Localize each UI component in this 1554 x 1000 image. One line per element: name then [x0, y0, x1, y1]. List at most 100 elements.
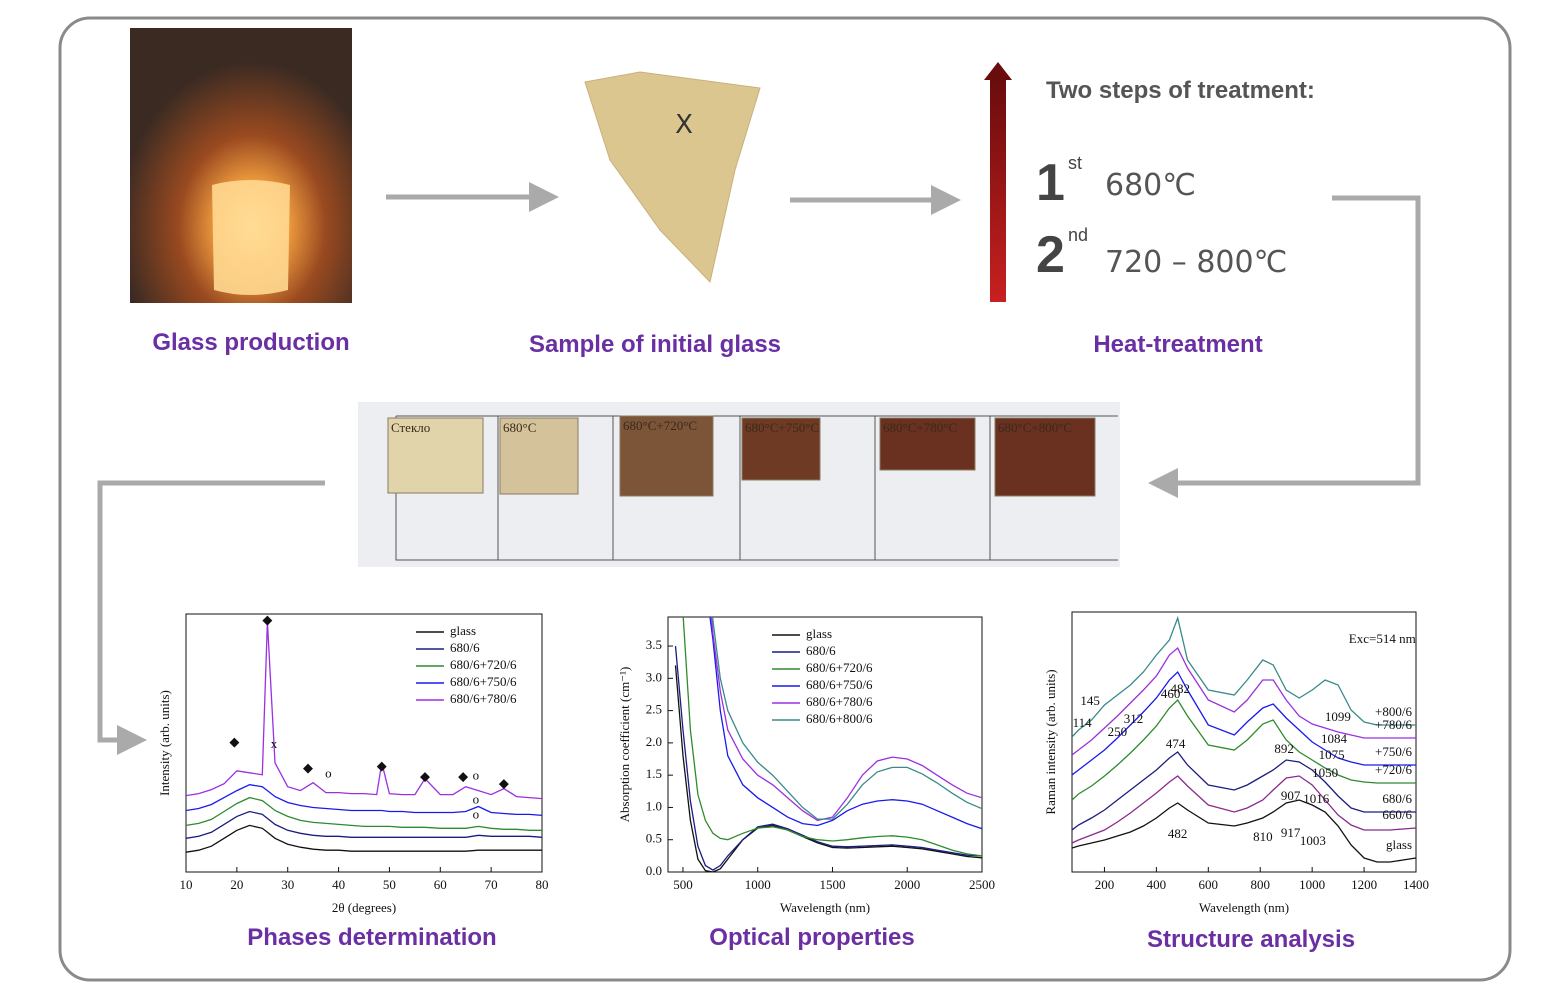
series-label: +720/6 [1375, 762, 1412, 777]
legend-label: 680/6+780/6 [806, 694, 873, 709]
series-label: 660/6 [1382, 807, 1412, 822]
x-tick-label: 200 [1095, 877, 1115, 892]
y-axis-label: Intensity (arb. units) [157, 690, 172, 796]
x-tick-label: 800 [1250, 877, 1270, 892]
legend-label: 680/6+800/6 [806, 711, 873, 726]
glass-square [879, 417, 976, 471]
y-axis-label: Absorption coefficient (cm⁻¹) [617, 667, 632, 823]
legend-label: 680/6 [450, 640, 480, 655]
series-line [1072, 751, 1416, 831]
annotation: 250 [1108, 724, 1128, 739]
annotation: ◆ [229, 734, 239, 749]
series-line [1072, 775, 1416, 844]
x-tick-label: 10 [180, 877, 193, 892]
series-line [186, 824, 542, 853]
x-tick-label: 40 [332, 877, 345, 892]
treatment-title: Two steps of treatment: [1046, 77, 1315, 104]
annotation: 482 [1171, 681, 1191, 696]
annotation: 145 [1080, 693, 1100, 708]
paper-grid [395, 415, 1118, 561]
step-number: 2 [1036, 226, 1065, 284]
photo-background [358, 402, 1120, 567]
series-line [186, 796, 542, 831]
legend-label: glass [450, 623, 476, 638]
y-tick-label: 2.0 [646, 734, 662, 749]
x-tick-label: 2500 [969, 877, 995, 892]
series-line [186, 810, 542, 839]
annotation: 810 [1253, 829, 1273, 844]
y-tick-label: 0.5 [646, 831, 662, 846]
sample-mark: X [675, 110, 693, 140]
glass-square [619, 415, 714, 497]
annotation: 460 [1161, 686, 1181, 701]
plot-frame [667, 616, 983, 873]
arrow [97, 480, 325, 755]
series-label: +750/6 [1375, 744, 1412, 759]
x-axis-label: 2θ (degrees) [332, 900, 396, 915]
legend-label: 680/6+780/6 [450, 691, 517, 706]
annotation: o [473, 806, 480, 821]
x-tick-label: 1400 [1403, 877, 1429, 892]
legend-label: 680/6 [806, 643, 836, 658]
annotation: 907 [1281, 788, 1301, 803]
heat-arrow-head [984, 62, 1012, 80]
series-line [709, 617, 982, 830]
analysis-label: Structure analysis [1147, 926, 1355, 953]
series-label: +780/6 [1375, 717, 1412, 732]
sample-label: 680°C+750°C [745, 420, 819, 435]
chart: 500 1000 1500 2000 2500 0.0 0.5 1.0 1.5 2.0 2.5 3.0… [617, 616, 995, 915]
flow-arrows [97, 182, 1421, 755]
y-tick-label: 1.5 [646, 766, 662, 781]
x-tick-label: 20 [230, 877, 243, 892]
x-tick-label: 70 [485, 877, 498, 892]
arrow [1148, 195, 1421, 498]
chart: 200 400 600 800 1000 1200 1400 Wavelength (nm) R… [1043, 611, 1429, 915]
series-line [1072, 646, 1416, 756]
annotation: ◆ [420, 769, 430, 784]
crucible [212, 180, 290, 295]
step-temp: 680℃ [1105, 168, 1196, 203]
annotation: 892 [1274, 741, 1294, 756]
annotation: 1099 [1325, 709, 1351, 724]
y-tick-label: 1.0 [646, 798, 662, 813]
series-line [674, 646, 982, 871]
y-tick-label: 0.0 [646, 863, 662, 878]
series-line [1072, 799, 1416, 863]
series-label: 680/6 [1382, 791, 1412, 806]
annotation: 1075 [1319, 747, 1345, 762]
glass-sample [584, 71, 761, 284]
y-tick-label: 2.5 [646, 702, 662, 717]
glass-square [994, 417, 1096, 497]
x-tick-label: 60 [434, 877, 447, 892]
plot-area [1072, 615, 1416, 863]
step-label: Heat-treatment [1093, 331, 1262, 358]
series-label: glass [1386, 837, 1412, 852]
annotation: ◆ [458, 769, 468, 784]
glass-square [741, 417, 821, 481]
series-line [1072, 698, 1416, 801]
x-tick-label: 600 [1199, 877, 1219, 892]
annotation: o [473, 768, 480, 783]
sample-label: 680°C+720°C [623, 418, 697, 433]
annotation: Exc=514 nm [1349, 631, 1416, 646]
glass-square [387, 417, 484, 494]
series-line [1072, 670, 1416, 776]
x-tick-label: 1000 [745, 877, 771, 892]
sample-label: 680°C+800°C [998, 420, 1072, 435]
plot-frame [1071, 611, 1417, 873]
step-label: Glass production [152, 329, 349, 356]
x-tick-label: 1200 [1351, 877, 1377, 892]
analysis-label: Optical properties [709, 924, 914, 951]
step-label: Sample of initial glass [529, 331, 781, 358]
y-axis-label: Raman intensity (arb. units) [1043, 669, 1058, 814]
legend-label: glass [806, 626, 832, 641]
x-tick-label: 30 [281, 877, 294, 892]
annotation: 917 [1281, 825, 1301, 840]
series-line [186, 621, 542, 800]
annotation: 1016 [1303, 791, 1330, 806]
samples-photo: Стекло 680°C 680°C+720°C 680°C+750°C 680°C+7… [358, 402, 1120, 567]
x-tick-label: 2000 [894, 877, 920, 892]
legend-label: 680/6+750/6 [806, 677, 873, 692]
step-number: 1 [1036, 154, 1065, 212]
